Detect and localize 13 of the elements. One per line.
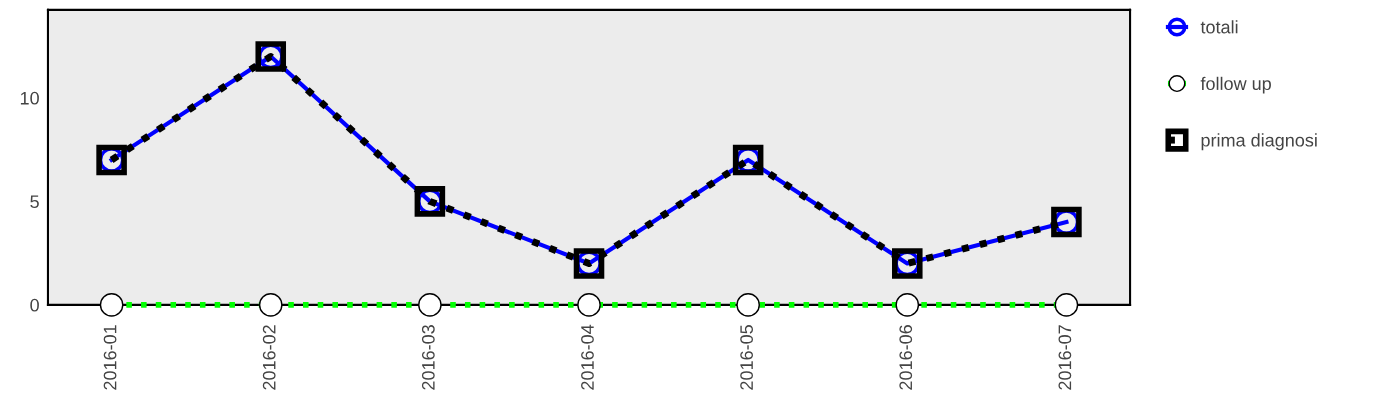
x-tick-label: 2016-06 xyxy=(899,325,913,390)
x-tick-label: 2016-05 xyxy=(740,325,753,390)
x-tick-label: 2016-07 xyxy=(1058,325,1072,390)
y-tick-label: 0 xyxy=(30,298,39,312)
legend-label: totali xyxy=(1200,20,1238,34)
x-tick-label: 2016-01 xyxy=(103,325,117,390)
legend-label: follow up xyxy=(1200,76,1271,94)
y-tick-label: 10 xyxy=(20,91,39,105)
x-tick-label: 2016-03 xyxy=(421,325,435,390)
x-tick-label: 2016-02 xyxy=(262,325,276,390)
y-tick-label: 5 xyxy=(30,195,39,209)
legend-label: prima diagnosi xyxy=(1201,133,1317,151)
x-tick-label: 2016-04 xyxy=(581,324,594,390)
